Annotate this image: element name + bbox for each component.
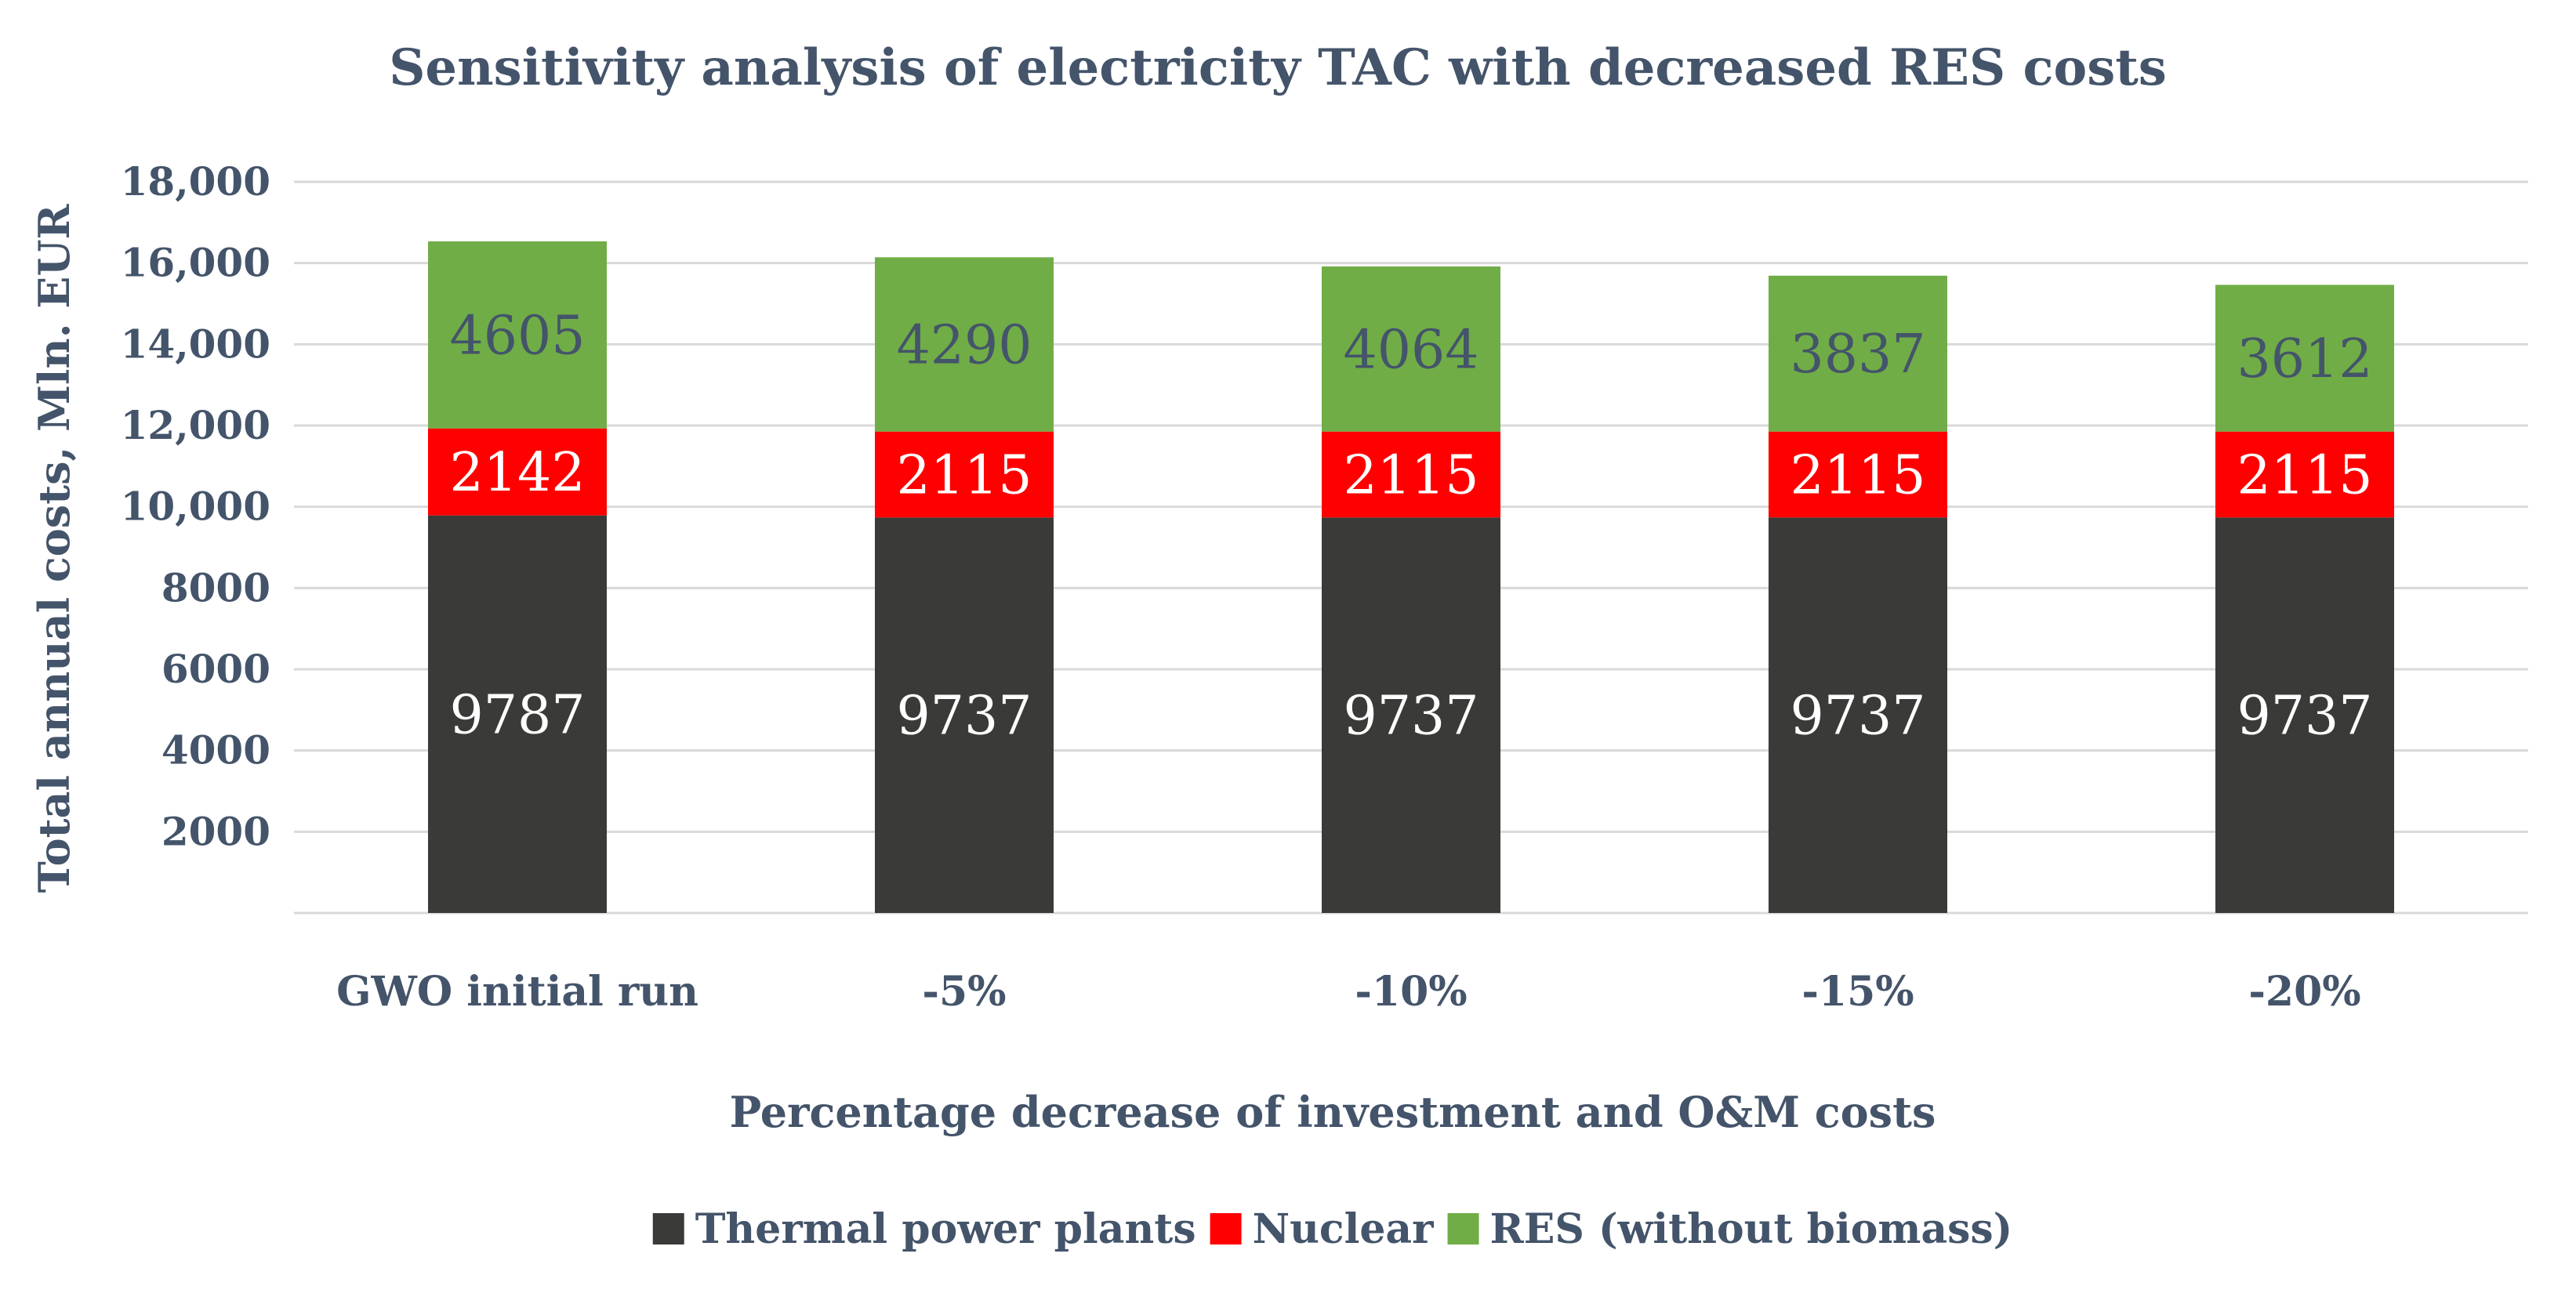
bar-segment: [428, 515, 607, 913]
bar-stack: 9737 2115 4290: [875, 257, 1054, 913]
y-tick-label: 10,000: [121, 484, 270, 530]
data-label: 9737: [896, 686, 1032, 748]
y-tick-label: 16,000: [121, 240, 270, 286]
legend-swatch: [1210, 1213, 1242, 1244]
bar-segment: [1769, 517, 1947, 913]
bar-segment: [1769, 431, 1947, 518]
bar-segment: [428, 428, 607, 516]
legend-item: Nuclear: [1210, 1205, 1435, 1253]
legend-item: RES (without biomass): [1447, 1205, 2013, 1253]
bars: 9787214246059737211542909737211540649737…: [428, 241, 2394, 913]
x-axis-title: Percentage decrease of investment and O&…: [730, 1087, 1936, 1137]
bar-segment: [428, 241, 607, 429]
data-label: 3612: [2237, 328, 2372, 390]
y-tick-label: 12,000: [121, 402, 270, 448]
legend-item: Thermal power plants: [652, 1205, 1196, 1253]
bar-segment: [2215, 517, 2394, 913]
data-label: 4064: [1343, 319, 1478, 381]
y-tick-label: 6000: [161, 646, 270, 692]
legend-label: Thermal power plants: [695, 1205, 1196, 1253]
bar-stack: 9737 2115 3837: [1769, 275, 1947, 913]
data-label: 2115: [1343, 444, 1478, 506]
y-axis-ticks: 2000 4000 6000 8000 10,000 12,000 14,000 16,000…: [121, 158, 270, 854]
y-axis-title: Total annual costs, Mln. EUR: [29, 203, 79, 893]
x-category-label: -20%: [2248, 968, 2360, 1016]
y-tick-label: 8000: [161, 564, 270, 610]
legend: Thermal power plants Nuclear RES (without …: [652, 1205, 2013, 1253]
x-category-label: GWO initial run: [336, 968, 698, 1016]
data-label: 9737: [1343, 686, 1478, 748]
data-label: 2115: [1790, 444, 1925, 506]
y-tick-label: 4000: [161, 727, 270, 773]
legend-swatch: [652, 1213, 684, 1244]
data-label: 9737: [2237, 686, 2372, 748]
x-category-label: -15%: [1801, 968, 1914, 1016]
y-tick-label: 14,000: [121, 321, 270, 367]
bar-segment: [875, 257, 1054, 432]
bar-stack: 9737 2115 3612: [2215, 284, 2394, 913]
x-category-label: -5%: [922, 968, 1006, 1016]
bar-stack: 9787 2142 4605: [428, 241, 607, 913]
data-label: 9787: [449, 684, 585, 746]
bar-segment: [1322, 266, 1500, 432]
bar-stack: 9737 2115 4064: [1322, 266, 1500, 913]
bar-segment: [1322, 517, 1500, 913]
data-label: 2142: [449, 442, 585, 504]
bar-segment: [2215, 431, 2394, 518]
data-label: 9737: [1790, 686, 1925, 748]
legend-label: Nuclear: [1253, 1205, 1435, 1253]
x-axis-categories: GWO initial run -5% -10% -15% -20%: [336, 968, 2361, 1016]
y-tick-label: 18,000: [121, 158, 270, 205]
chart-title: Sensitivity analysis of electricity TAC …: [389, 38, 2167, 97]
bar-segment: [2215, 284, 2394, 432]
legend-label: RES (without biomass): [1490, 1205, 2013, 1253]
x-category-label: -10%: [1355, 968, 1467, 1016]
bar-segment: [875, 517, 1054, 913]
bar-segment: [875, 431, 1054, 518]
legend-swatch: [1447, 1213, 1479, 1244]
y-tick-label: 2000: [161, 808, 270, 854]
bar-segment: [1769, 275, 1947, 432]
data-label: 2115: [896, 444, 1032, 506]
data-label: 4605: [449, 305, 585, 367]
bar-segment: [1322, 431, 1500, 518]
data-label: 2115: [2237, 444, 2372, 506]
data-label: 3837: [1790, 324, 1925, 386]
data-label: 4290: [896, 314, 1032, 376]
